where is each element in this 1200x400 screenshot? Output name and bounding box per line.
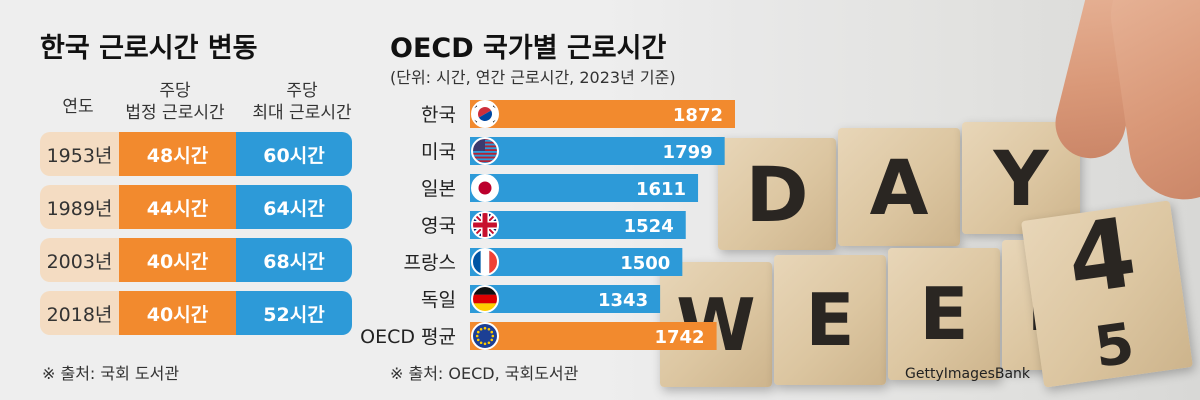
row-year: 2003년 <box>40 238 119 282</box>
row-max-hours: 52시간 <box>236 291 352 335</box>
row-legal-hours: 40시간 <box>119 291 236 335</box>
category-label: 한국 <box>421 104 456 126</box>
cube-d: D <box>718 138 836 250</box>
oecd-flag-icon <box>471 322 499 350</box>
bar <box>470 100 735 128</box>
left-title: 한국 근로시간 변동 <box>40 33 258 64</box>
bar <box>470 174 699 202</box>
cube-e2: E <box>888 248 1000 380</box>
value-label: 1872 <box>673 105 723 126</box>
header-legal-line2: 법정 근로시간 <box>125 103 225 123</box>
table-row: 2018년 40시간 52시간 <box>40 291 352 335</box>
usa-flag-icon <box>471 137 499 165</box>
category-label: 프랑스 <box>404 252 456 274</box>
value-label: 1742 <box>654 327 704 348</box>
france-flag-icon <box>471 248 499 276</box>
value-label: 1611 <box>636 179 686 200</box>
category-label: OECD 평균 <box>360 326 456 348</box>
table-row: 1989년 44시간 64시간 <box>40 185 352 229</box>
row-year: 2018년 <box>40 291 119 335</box>
header-max-line1: 주당 <box>286 81 318 101</box>
row-legal-hours: 44시간 <box>119 185 236 229</box>
row-legal-hours: 40시간 <box>119 238 236 282</box>
category-label: 영국 <box>421 215 456 237</box>
category-label: 미국 <box>421 141 456 163</box>
header-legal: 주당 법정 근로시간 <box>100 80 250 124</box>
category-label: 일본 <box>421 178 456 200</box>
row-legal-hours: 48시간 <box>119 132 236 176</box>
bar <box>470 211 686 239</box>
table-row: 1953년 48시간 60시간 <box>40 132 352 176</box>
korea-flag-icon <box>471 100 499 128</box>
category-label: 독일 <box>421 289 456 311</box>
cube-e1: E <box>774 255 886 385</box>
germany-flag-icon <box>471 285 499 313</box>
row-year: 1953년 <box>40 132 119 176</box>
header-max: 주당 최대 근로시간 <box>227 80 377 124</box>
row-year: 1989년 <box>40 185 119 229</box>
row-max-hours: 64시간 <box>236 185 352 229</box>
photo-credit: GettyImagesBank <box>905 366 1031 382</box>
value-label: 1500 <box>620 253 670 274</box>
value-label: 1343 <box>598 290 648 311</box>
value-label: 1799 <box>663 142 713 163</box>
japan-flag-icon <box>471 174 499 202</box>
chart-subtitle: (단위: 시간, 연간 근로시간, 2023년 기준) <box>390 68 676 87</box>
table-row: 2003년 40시간 68시간 <box>40 238 352 282</box>
chart-source: ※ 출처: OECD, 국회도서관 <box>390 364 579 383</box>
row-max-hours: 60시간 <box>236 132 352 176</box>
chart-title: OECD 국가별 근로시간 <box>390 33 667 64</box>
cube-a: A <box>838 128 960 246</box>
left-source: ※ 출처: 국회 도서관 <box>42 364 180 383</box>
header-year: 연도 <box>62 97 94 117</box>
header-legal-line1: 주당 <box>159 81 191 101</box>
bar <box>470 285 661 313</box>
bar <box>470 322 717 350</box>
value-label: 1524 <box>624 216 674 237</box>
header-max-line2: 최대 근로시간 <box>252 103 352 123</box>
row-max-hours: 68시간 <box>236 238 352 282</box>
bar <box>470 137 725 165</box>
uk-flag-icon <box>471 211 499 239</box>
bar <box>470 248 683 276</box>
